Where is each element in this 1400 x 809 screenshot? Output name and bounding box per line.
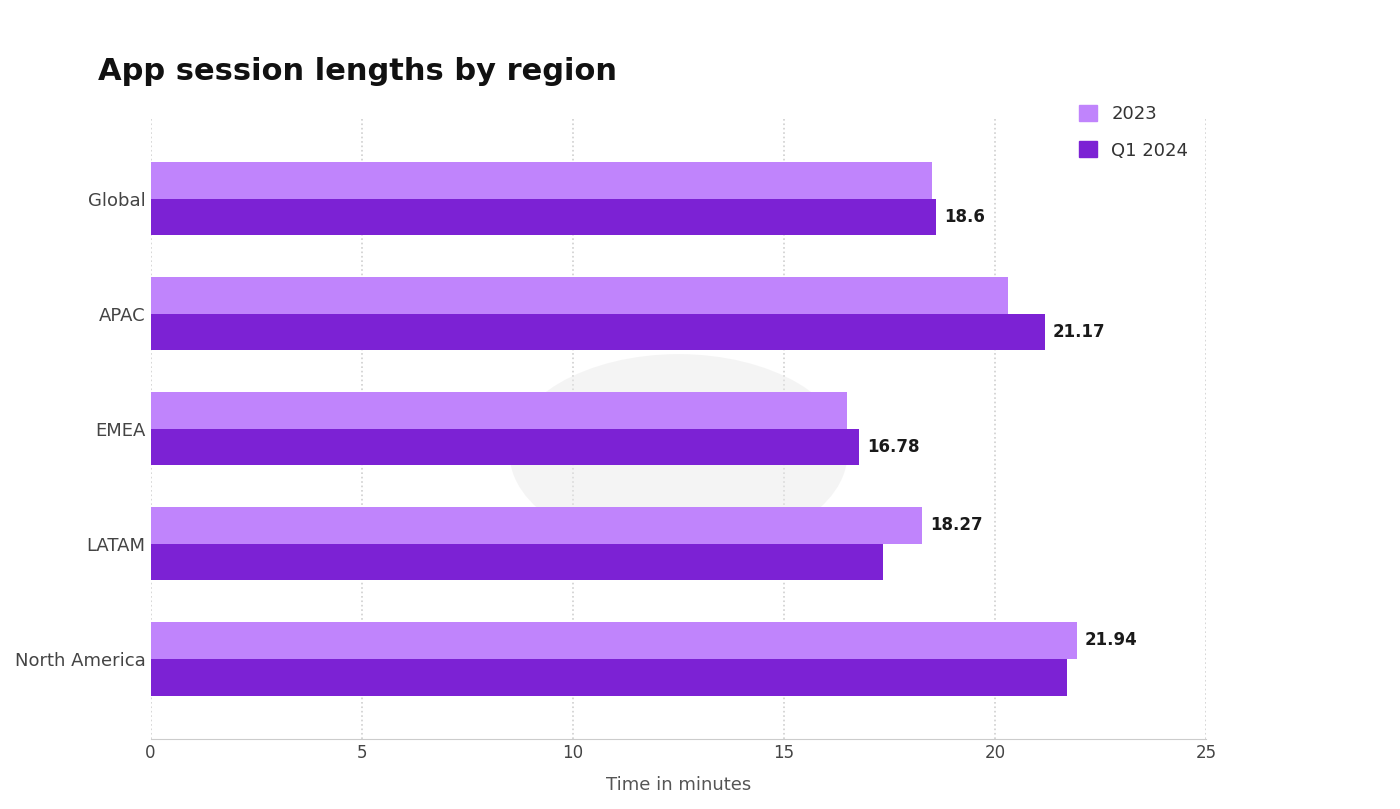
Bar [151,277,1008,314]
Bar [151,544,883,581]
Bar [151,622,1077,659]
Bar [151,392,847,429]
Text: 16.78: 16.78 [867,438,920,456]
Bar [151,659,1067,696]
Bar [151,507,923,544]
Text: 18.27: 18.27 [930,516,983,534]
Text: 18.6: 18.6 [944,208,984,226]
Text: 21.94: 21.94 [1085,631,1138,650]
Bar [151,198,937,235]
Legend: 2023, Q1 2024: 2023, Q1 2024 [1070,96,1197,168]
Circle shape [510,354,847,553]
Bar [151,429,860,465]
Bar [151,314,1044,350]
Bar [151,162,932,198]
Text: 21.17: 21.17 [1053,323,1105,341]
Text: App session lengths by region: App session lengths by region [98,57,617,86]
X-axis label: Time in minutes: Time in minutes [606,776,752,794]
